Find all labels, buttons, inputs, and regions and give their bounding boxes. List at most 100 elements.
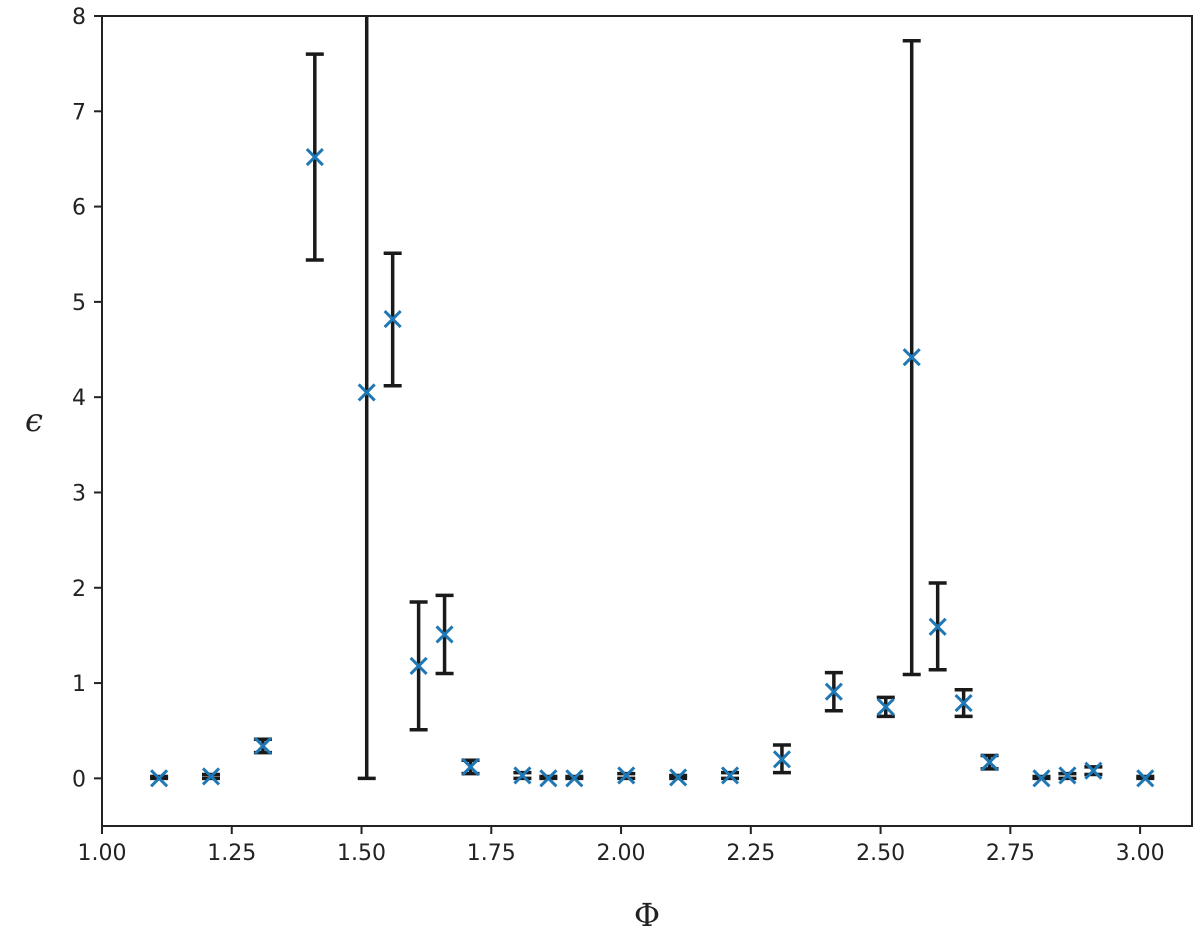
y-tick-label: 2 (72, 577, 86, 602)
y-tick-label: 0 (72, 767, 86, 792)
marks-layer (150, 16, 1155, 788)
y-tick-label: 5 (72, 291, 86, 316)
x-marker-stroke (1084, 761, 1103, 780)
data-point (1136, 769, 1155, 788)
x-tick-label: 2.25 (726, 841, 775, 866)
data-point (720, 766, 740, 785)
data-point (902, 39, 921, 677)
x-marker-stroke (617, 766, 636, 785)
x-marker-stroke (772, 750, 792, 769)
x-marker-stroke (357, 383, 376, 402)
data-point (617, 766, 636, 785)
x-marker (201, 767, 221, 786)
x-marker (902, 348, 921, 367)
x-marker (253, 736, 272, 756)
y-tick-label: 4 (72, 386, 86, 411)
x-marker (1058, 766, 1077, 785)
data-point (824, 670, 843, 713)
data-point (565, 769, 584, 788)
x-marker (824, 682, 843, 701)
data-point (876, 695, 895, 719)
x-marker (461, 757, 480, 776)
x-axis-title: Φ (634, 896, 660, 934)
x-tick-label: 1.75 (467, 841, 516, 866)
x-marker (954, 694, 973, 713)
x-marker (876, 697, 895, 716)
y-tick-label: 6 (72, 196, 86, 221)
x-marker-stroke (980, 753, 999, 772)
x-marker (435, 625, 454, 644)
x-marker (150, 769, 169, 788)
x-axis: 1.00 1.25 1.50 1.75 2.00 2.25 2.50 2.75 3.00 (78, 826, 1165, 866)
data-point (201, 767, 221, 786)
data-point (150, 769, 169, 788)
y-tick-label: 8 (72, 5, 86, 30)
data-point (305, 52, 324, 262)
data-point (928, 581, 947, 672)
x-tick-label: 2.00 (597, 841, 646, 866)
x-marker (357, 383, 376, 402)
x-marker-stroke (1058, 766, 1077, 785)
data-point (409, 600, 428, 732)
data-point (253, 736, 272, 756)
x-marker (617, 766, 636, 785)
data-point (435, 593, 454, 676)
data-point (954, 687, 973, 719)
x-marker (409, 656, 428, 675)
x-marker (1032, 769, 1051, 788)
x-marker-stroke (876, 697, 895, 716)
data-point (1032, 769, 1051, 788)
x-marker (1084, 761, 1103, 780)
x-tick-label: 3.00 (1116, 841, 1165, 866)
x-marker (980, 753, 999, 772)
x-marker-stroke (954, 694, 973, 713)
x-marker-stroke (305, 147, 324, 167)
x-marker-stroke (1032, 769, 1051, 788)
x-marker-stroke (824, 682, 843, 701)
x-tick-label: 1.25 (207, 841, 256, 866)
x-marker-stroke (409, 656, 428, 675)
x-marker-stroke (513, 766, 532, 785)
x-tick-label: 1.50 (337, 841, 386, 866)
x-marker-stroke (902, 348, 921, 367)
data-point (357, 16, 376, 781)
x-marker (305, 147, 324, 167)
x-tick-label: 1.00 (78, 841, 127, 866)
data-point (1058, 766, 1077, 785)
x-marker (383, 309, 402, 329)
y-tick-label: 1 (72, 672, 86, 697)
x-marker-stroke (435, 625, 454, 644)
data-point (461, 757, 480, 776)
x-marker-stroke (565, 769, 584, 788)
data-point (1084, 761, 1103, 780)
x-marker (1136, 769, 1155, 788)
data-point (513, 766, 532, 785)
data-point (383, 251, 402, 388)
data-point (539, 769, 558, 788)
x-marker (565, 769, 584, 788)
x-marker (539, 769, 558, 788)
y-tick-label: 3 (72, 481, 86, 506)
x-marker (928, 617, 947, 636)
x-tick-label: 2.50 (856, 841, 905, 866)
x-marker (720, 766, 740, 785)
x-marker (772, 750, 792, 769)
x-marker-stroke (201, 767, 221, 786)
x-marker-stroke (669, 768, 688, 787)
data-point (980, 753, 999, 772)
x-marker-stroke (383, 309, 402, 329)
x-marker (669, 768, 688, 787)
x-marker-stroke (253, 736, 272, 756)
data-point (772, 743, 792, 775)
x-marker-stroke (150, 769, 169, 788)
y-axis: 0 1 2 3 4 5 6 7 8 (72, 5, 102, 792)
x-marker-stroke (539, 769, 558, 788)
y-axis-title: ϵ (25, 401, 43, 439)
x-marker-stroke (1136, 769, 1155, 788)
data-point (669, 768, 688, 787)
x-marker-stroke (720, 766, 740, 785)
x-marker (513, 766, 532, 785)
plot-frame (101, 15, 1193, 827)
x-marker-stroke (928, 617, 947, 636)
